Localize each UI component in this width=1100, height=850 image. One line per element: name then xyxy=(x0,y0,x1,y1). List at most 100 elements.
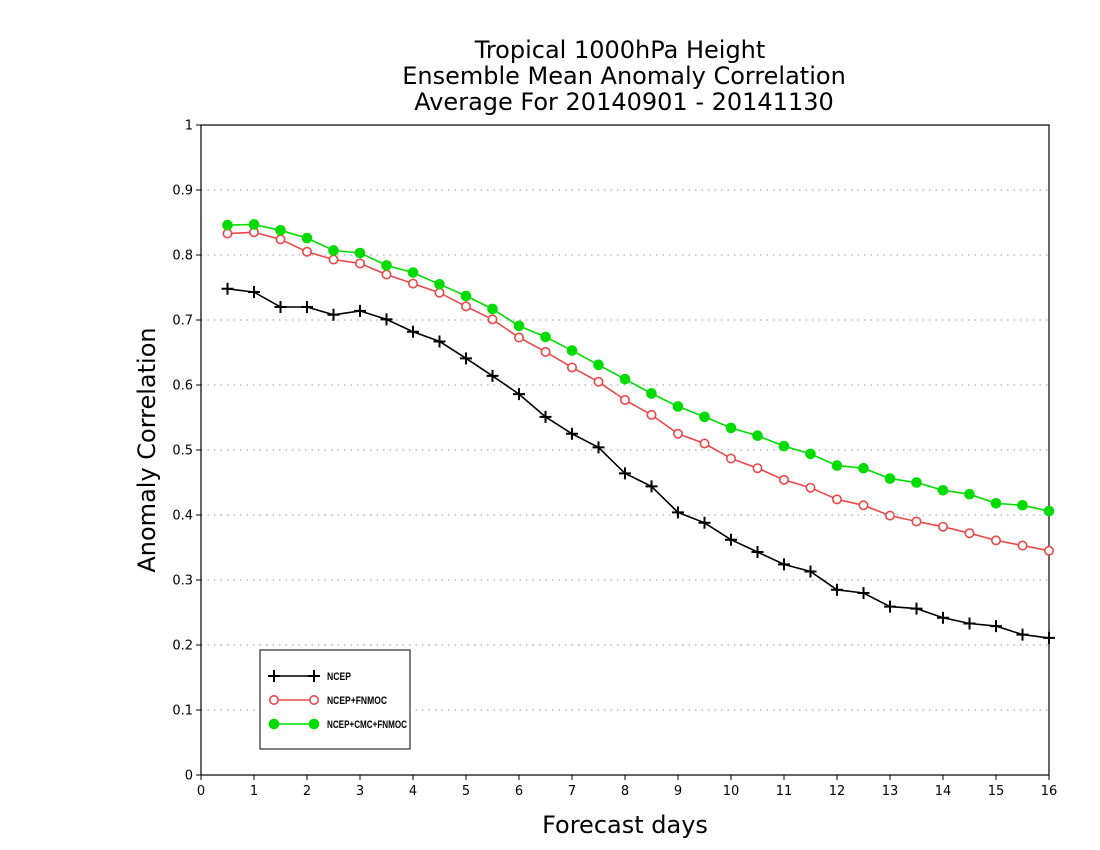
data-point xyxy=(592,441,605,454)
data-point xyxy=(699,438,710,449)
x-axis-label: Forecast days xyxy=(542,811,708,839)
data-point xyxy=(248,219,260,230)
data-point xyxy=(778,474,789,485)
x-tick-label: 8 xyxy=(621,784,629,799)
data-point xyxy=(725,533,737,546)
data-point xyxy=(937,611,949,624)
data-point xyxy=(831,494,842,505)
legend-marker xyxy=(268,718,280,730)
legend-marker xyxy=(268,670,280,682)
data-point xyxy=(964,528,975,539)
data-point xyxy=(301,301,313,313)
data-point xyxy=(222,219,233,231)
data-point xyxy=(910,602,923,615)
data-point xyxy=(990,620,1002,633)
x-tick-label: 5 xyxy=(462,784,470,799)
data-point xyxy=(911,516,922,527)
y-tick-label: 0 xyxy=(185,769,193,784)
data-point xyxy=(831,460,843,471)
y-tick-label: 0.2 xyxy=(172,639,193,654)
x-tick-label: 1 xyxy=(250,784,258,799)
data-point xyxy=(381,269,392,280)
data-point xyxy=(407,278,418,289)
data-point xyxy=(566,345,578,356)
data-point xyxy=(248,286,260,299)
legend-label: NCEP xyxy=(327,671,351,683)
data-point xyxy=(778,558,790,571)
data-point xyxy=(434,287,445,298)
data-point xyxy=(990,535,1001,546)
data-point xyxy=(858,500,869,511)
data-point xyxy=(274,301,287,313)
x-tick-label: 15 xyxy=(988,784,1005,799)
series-ncep-cmc-fnmoc xyxy=(222,219,1055,517)
chart-title-line-3: Average For 20140901 - 20141130 xyxy=(414,88,834,116)
legend-marker xyxy=(268,694,279,705)
data-point xyxy=(857,587,870,599)
x-tick-label: 12 xyxy=(829,784,846,799)
chart-title-line-1: Tropical 1000hPa Height xyxy=(474,36,766,64)
x-tick-label: 13 xyxy=(882,784,899,799)
legend-item-ncep-fnmoc: NCEP+FNMOC xyxy=(268,694,387,707)
data-point xyxy=(937,485,949,496)
chart-title-line-2: Ensemble Mean Anomaly Correlation xyxy=(402,62,846,90)
data-point xyxy=(752,430,763,442)
data-point xyxy=(619,373,631,385)
y-tick-label: 0.1 xyxy=(172,704,193,719)
legend-item-ncep-cmc-fnmoc: NCEP+CMC+FNMOC xyxy=(268,718,407,731)
data-point xyxy=(725,422,737,434)
data-point xyxy=(328,254,339,265)
data-point xyxy=(513,320,525,332)
data-point xyxy=(486,369,499,382)
data-point xyxy=(301,246,312,257)
legend-marker xyxy=(308,718,320,730)
x-tick-label: 7 xyxy=(568,784,576,799)
data-point xyxy=(593,359,604,371)
x-tick-label: 14 xyxy=(935,784,952,799)
data-point xyxy=(1044,545,1055,556)
data-point xyxy=(884,510,895,521)
data-point xyxy=(646,388,657,399)
data-point xyxy=(1016,628,1029,641)
data-point xyxy=(513,388,525,401)
data-point xyxy=(328,245,339,256)
data-point xyxy=(672,428,683,439)
legend-items: NCEP NCEP+FNMOC NCEP+CMC+FNMOC xyxy=(268,670,407,731)
x-tick-label: 11 xyxy=(776,784,793,799)
legend-label: NCEP+CMC+FNMOC xyxy=(327,719,407,731)
data-point xyxy=(513,332,524,343)
data-point xyxy=(752,463,763,474)
x-tick-label: 3 xyxy=(356,784,364,799)
x-tick-label: 2 xyxy=(303,784,311,799)
y-tick-label: 0.8 xyxy=(172,249,193,264)
data-point xyxy=(698,516,711,529)
y-tick-label: 1 xyxy=(185,119,193,134)
data-point xyxy=(858,462,869,474)
data-point xyxy=(884,600,896,613)
data-point xyxy=(381,260,392,271)
data-point xyxy=(672,401,684,412)
data-point xyxy=(354,247,366,259)
data-point xyxy=(937,521,948,532)
data-point xyxy=(380,313,393,326)
data-point xyxy=(460,301,471,312)
data-point xyxy=(593,376,604,387)
data-point xyxy=(539,410,552,423)
data-point xyxy=(619,394,630,405)
data-point xyxy=(540,331,551,343)
data-point xyxy=(434,278,445,290)
data-point xyxy=(831,583,843,596)
data-point xyxy=(778,440,790,452)
data-point xyxy=(301,232,313,244)
data-point xyxy=(911,477,922,488)
data-point xyxy=(460,352,472,365)
legend-item-ncep: NCEP xyxy=(268,670,351,683)
y-axis-label: Anomaly Correlation xyxy=(133,327,161,572)
data-point xyxy=(460,290,472,302)
x-tick-label: 6 xyxy=(515,784,523,799)
y-tick-label: 0.3 xyxy=(172,574,193,589)
data-point xyxy=(805,448,816,460)
y-tick-label: 0.4 xyxy=(172,509,193,524)
data-point xyxy=(805,482,816,493)
